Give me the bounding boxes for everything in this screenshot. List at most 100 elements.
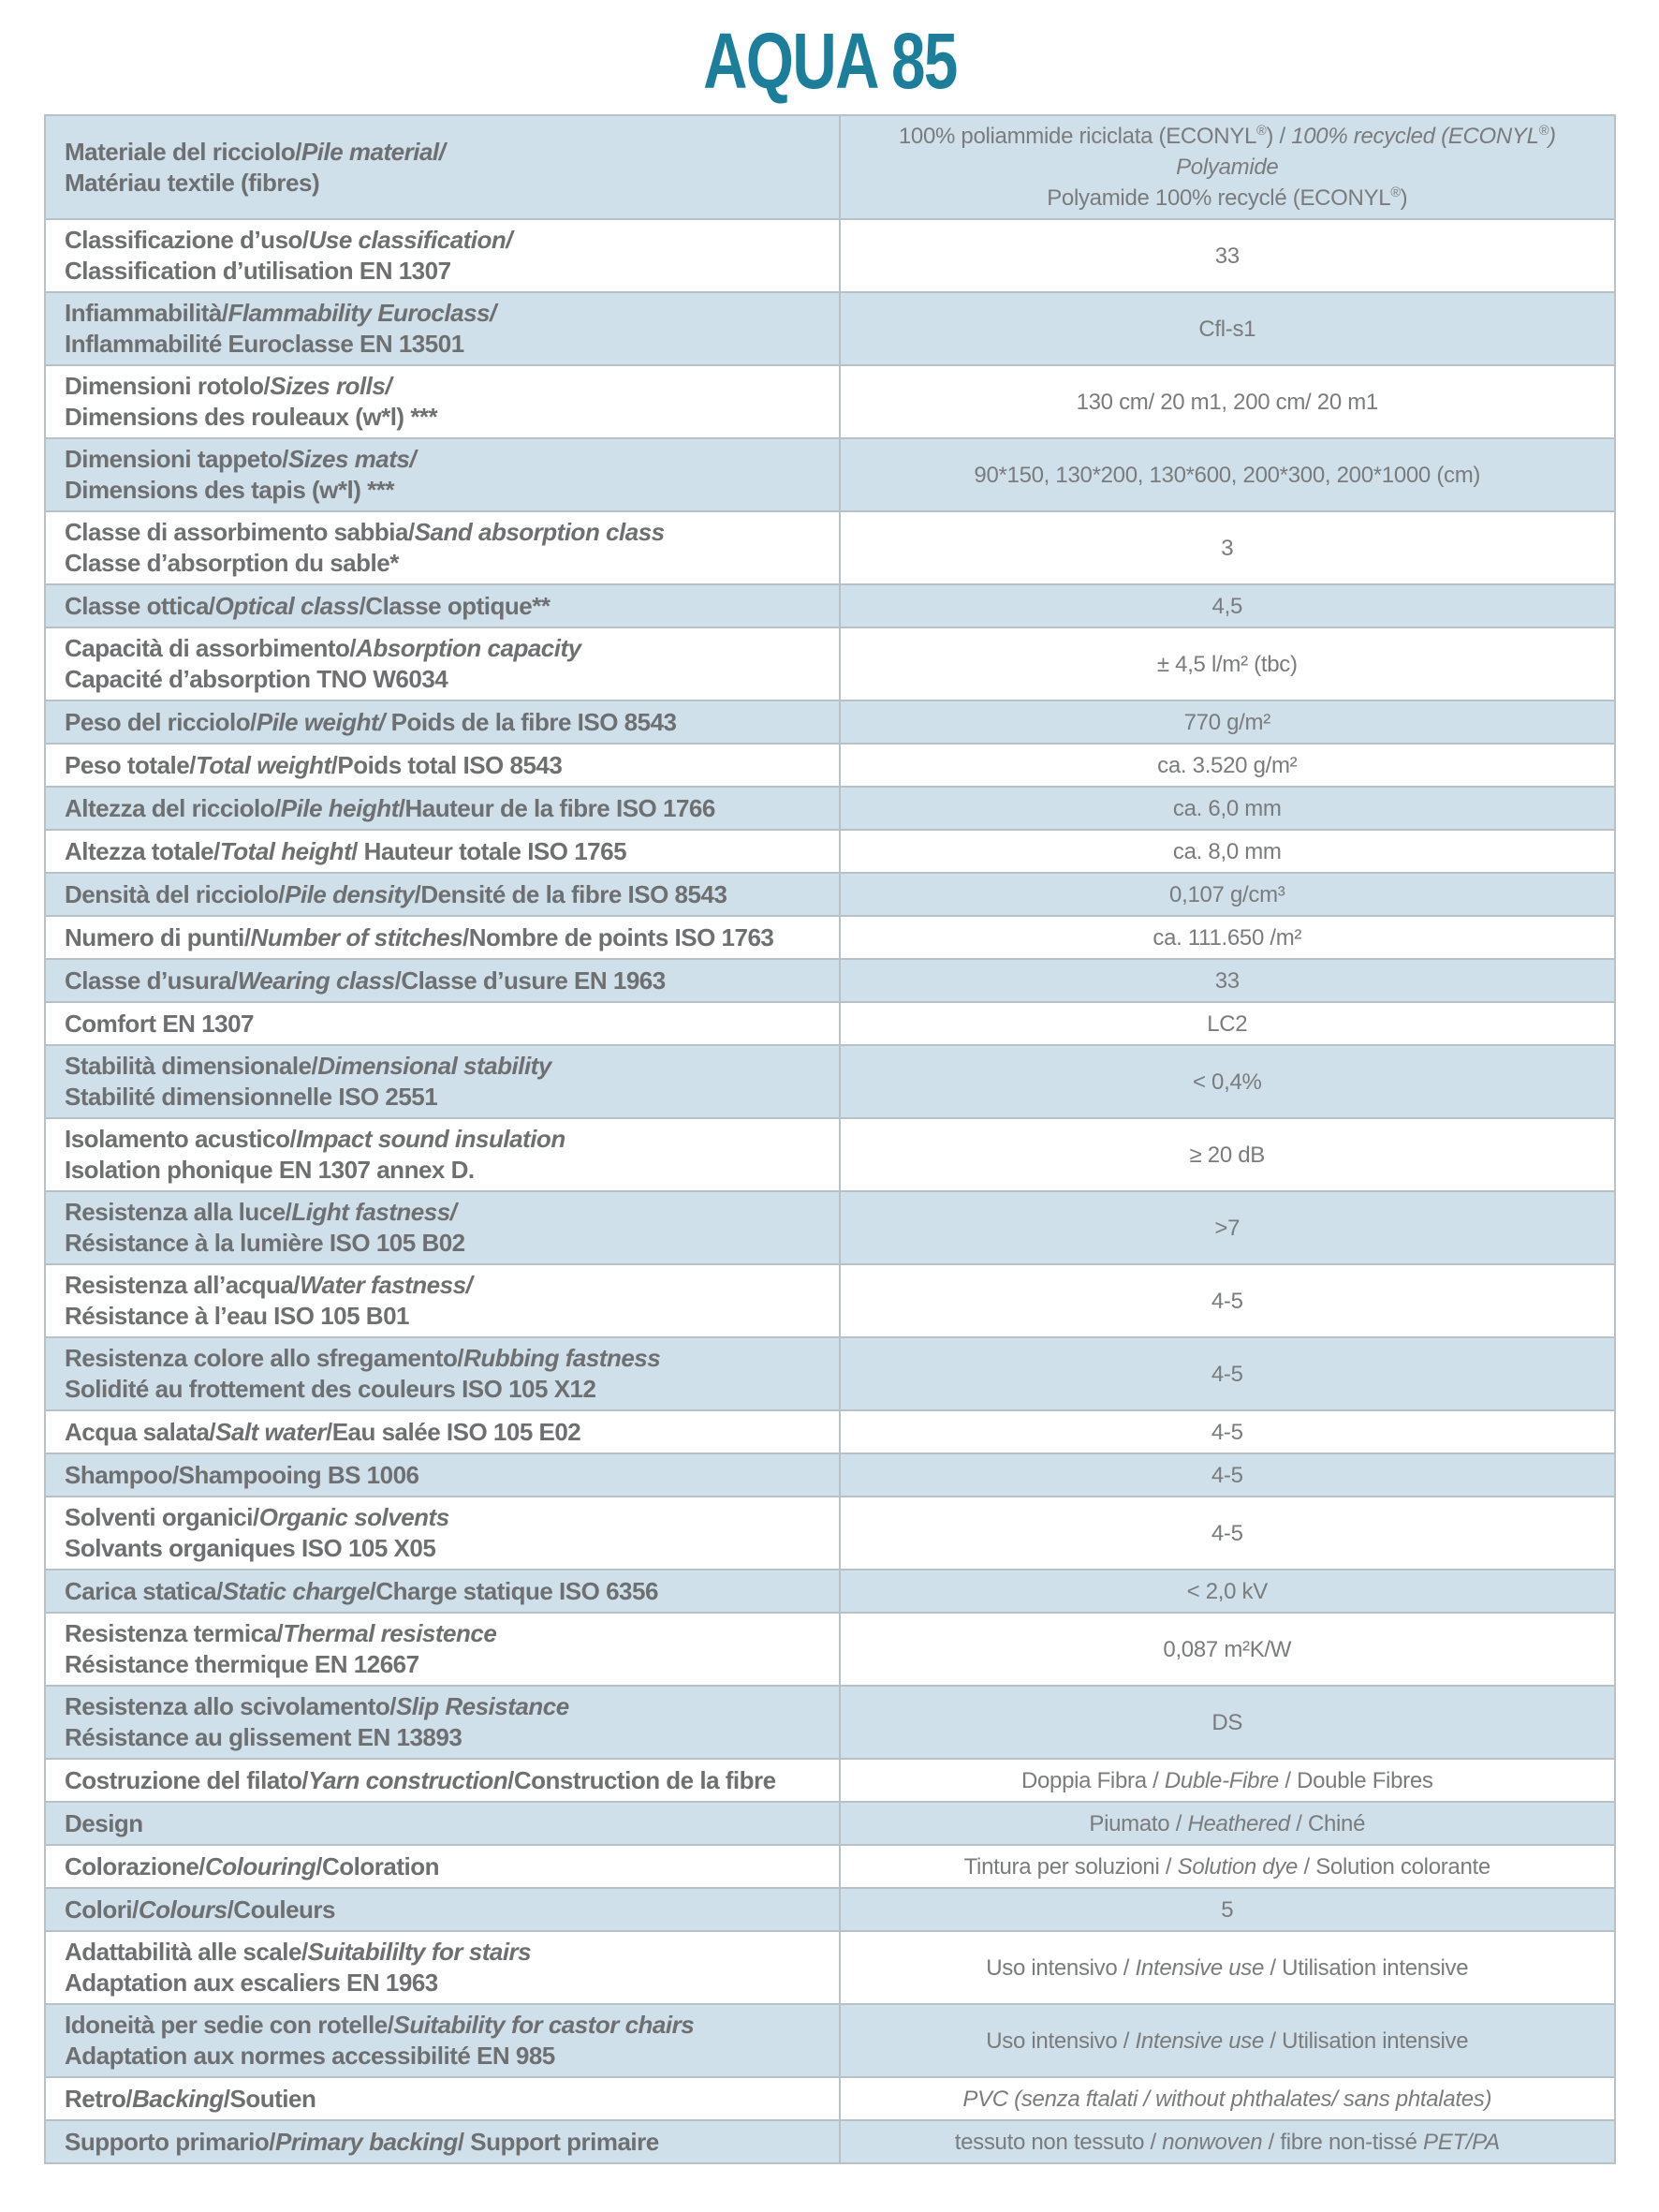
spec-label-cell: Peso totale/Total weight/Poids total ISO… (44, 743, 841, 788)
spec-label-cell-line: Infiammabilità/Flammability Euroclass/ (65, 299, 496, 327)
spec-label-cell-line: Capacité d’absorption TNO W6034 (65, 665, 448, 693)
spec-value-cell: 4,5 (838, 583, 1617, 628)
spec-value-cell: ca. 3.520 g/m² (838, 743, 1617, 788)
spec-label-cell-line: Classe d’absorption du sable* (65, 549, 399, 577)
spec-label-cell: Resistenza alla luce/Light fastness/Rési… (44, 1190, 841, 1265)
table-row: Resistenza allo scivolamento/Slip Resist… (44, 1685, 1617, 1760)
spec-value-cell-line: 4,5 (1211, 593, 1243, 619)
spec-value-cell-line: ca. 6,0 mm (1172, 795, 1282, 821)
spec-value-cell-line: 770 g/m² (1183, 709, 1271, 735)
spec-label-cell-line: Classe d’usura/Wearing class/Classe d’us… (65, 966, 666, 995)
spec-value-cell: tessuto non tessuto / nonwoven / fibre n… (838, 2119, 1617, 2164)
spec-value-cell: 4-5 (838, 1263, 1617, 1338)
table-row: Adattabilità alle scale/Suitabililty for… (44, 1930, 1617, 2005)
spec-label-cell: Resistenza all’acqua/Water fastness/Rési… (44, 1263, 841, 1338)
spec-label-cell: Retro/Backing/Soutien (44, 2076, 841, 2121)
spec-label-cell: Classificazione d’uso/Use classification… (44, 218, 841, 293)
spec-label-cell-line: Costruzione del filato/Yarn construction… (65, 1765, 776, 1794)
spec-label-cell: Colorazione/Colouring/Coloration (44, 1844, 841, 1889)
spec-label-cell-line: Retro/Backing/Soutien (65, 2084, 316, 2113)
spec-value-cell: 0,107 g/cm³ (838, 872, 1617, 917)
table-row: Carica statica/Static charge/Charge stat… (44, 1569, 1617, 1614)
spec-value-cell: Uso intensivo / Intensive use / Utilisat… (838, 1930, 1617, 2005)
spec-label-cell-line: Dimensioni tappeto/Sizes mats/ (65, 445, 417, 473)
spec-label-cell: Dimensioni tappeto/Sizes mats/Dimensions… (44, 437, 841, 512)
spec-value-cell: ca. 111.650 /m² (838, 915, 1617, 960)
spec-label-cell-line: Résistance au glissement EN 13893 (65, 1723, 462, 1751)
spec-label-cell-line: Inflammabilité Euroclasse EN 13501 (65, 330, 464, 358)
spec-label-cell-line: Shampoo/Shampooing BS 1006 (65, 1460, 419, 1489)
spec-value-cell-line: ≥ 20 dB (1189, 1142, 1266, 1168)
spec-label-cell-line: Stabilité dimensionnelle ISO 2551 (65, 1083, 438, 1111)
spec-value-cell: 5 (838, 1887, 1617, 1932)
spec-label-cell: Capacità di assorbimento/Absorption capa… (44, 627, 841, 701)
spec-value-cell-line: 4-5 (1211, 1288, 1243, 1314)
spec-value-cell: PVC (senza ftalati / without phthalates/… (838, 2076, 1617, 2121)
spec-label-cell: Classe d’usura/Wearing class/Classe d’us… (44, 958, 841, 1003)
spec-label-cell: Adattabilità alle scale/Suitabililty for… (44, 1930, 841, 2005)
spec-label-cell-line: Adattabilità alle scale/Suitabililty for… (65, 1938, 532, 1966)
spec-label-cell-line: Peso totale/Total weight/Poids total ISO… (65, 750, 563, 779)
spec-value-cell: 33 (838, 958, 1617, 1003)
spec-label-cell: Solventi organici/Organic solvents Solvan… (44, 1496, 841, 1571)
spec-label-cell: Infiammabilità/Flammability Euroclass/In… (44, 291, 841, 366)
spec-label-cell-line: Design (65, 1808, 143, 1837)
spec-label-cell-line: Dimensioni rotolo/Sizes rolls/ (65, 372, 392, 400)
spec-value-cell-line: PVC (senza ftalati / without phthalates/… (962, 2086, 1492, 2112)
spec-label-cell-line: Resistenza alla luce/Light fastness/ (65, 1198, 457, 1226)
spec-value-cell: ± 4,5 l/m² (tbc) (838, 627, 1617, 701)
spec-label-cell: Dimensioni rotolo/Sizes rolls/Dimensions… (44, 364, 841, 439)
registered-trademark-symbol: ® (1538, 124, 1549, 139)
spec-label-cell-line: Dimensions des tapis (w*l) *** (65, 476, 394, 504)
spec-label-cell: Resistenza termica/Thermal resistence Rés… (44, 1612, 841, 1687)
spec-value-cell: 33 (838, 218, 1617, 293)
spec-value-cell-line: DS (1211, 1709, 1243, 1735)
spec-label-cell: Classe ottica/Optical class/Classe optiq… (44, 583, 841, 628)
registered-trademark-symbol: ® (1390, 185, 1401, 200)
spec-label-cell-line: Classe ottica/Optical class/Classe optiq… (65, 591, 551, 620)
spec-value-cell: 4-5 (838, 1409, 1617, 1454)
spec-label-cell: Stabilità dimensionale/Dimensional stabi… (44, 1044, 841, 1119)
spec-value-cell-line: LC2 (1207, 1010, 1248, 1037)
table-row: Classe di assorbimento sabbia/Sand absor… (44, 510, 1617, 585)
spec-value-cell: Cfl-s1 (838, 291, 1617, 366)
spec-value-cell: 0,087 m²K/W (838, 1612, 1617, 1687)
table-row: Materiale del ricciolo/Pile material/Mat… (44, 114, 1617, 220)
table-row: Isolamento acustico/Impact sound insulat… (44, 1117, 1617, 1192)
spec-value-cell: Tintura per soluzioni / Solution dye / S… (838, 1844, 1617, 1889)
spec-label-cell: Supporto primario/Primary backing/ Suppo… (44, 2119, 841, 2164)
spec-value-cell-line: Polyamide 100% recyclé (ECONYL®) (1047, 185, 1408, 211)
spec-label-cell-line: Resistenza all’acqua/Water fastness/ (65, 1271, 473, 1299)
spec-value-cell-line: 130 cm/ 20 m1, 200 cm/ 20 m1 (1076, 389, 1379, 415)
page-title: AQUA 85 (702, 17, 958, 105)
spec-label-cell-line: Comfort EN 1307 (65, 1009, 255, 1038)
spec-value-cell-line: >7 (1214, 1215, 1241, 1241)
table-row: Classe d’usura/Wearing class/Classe d’us… (44, 958, 1617, 1003)
spec-label-cell: Design (44, 1801, 841, 1846)
table-row: Resistenza all’acqua/Water fastness/Rési… (44, 1263, 1617, 1338)
spec-label-cell-line: Resistenza allo scivolamento/Slip Resist… (65, 1692, 569, 1720)
spec-label-cell-line: Adaptation aux escaliers EN 1963 (65, 1969, 438, 1997)
table-row: Colorazione/Colouring/Coloration Tintura … (44, 1844, 1617, 1889)
spec-value-cell-line: Uso intensivo / Intensive use / Utilisat… (986, 2028, 1469, 2054)
table-row: Peso del ricciolo/Pile weight/ Poids de … (44, 700, 1617, 745)
spec-label-cell: Numero di punti/Number of stitches/Nombr… (44, 915, 841, 960)
spec-value-cell-line: Uso intensivo / Intensive use / Utilisat… (986, 1954, 1469, 1981)
table-row: Altezza del ricciolo/Pile height/Hauteur… (44, 786, 1617, 831)
spec-label-cell: Peso del ricciolo/Pile weight/ Poids de … (44, 700, 841, 745)
spec-value-cell-line: 100% poliammide riciclata (ECONYL®) / 10… (898, 124, 1556, 180)
spec-value-cell-line: tessuto non tessuto / nonwoven / fibre n… (954, 2129, 1500, 2155)
spec-value-cell: 770 g/m² (838, 700, 1617, 745)
table-row: Infiammabilità/Flammability Euroclass/In… (44, 291, 1617, 366)
spec-label-cell-line: Adaptation aux normes accessibilité EN 9… (65, 2042, 555, 2070)
spec-value-cell: < 2,0 kV (838, 1569, 1617, 1614)
table-row: Retro/Backing/Soutien PVC (senza ftalati … (44, 2076, 1617, 2121)
table-row: Classificazione d’uso/Use classification… (44, 218, 1617, 293)
spec-value-cell: 4-5 (838, 1496, 1617, 1571)
spec-label-cell: Costruzione del filato/Yarn construction… (44, 1758, 841, 1803)
spec-label-cell-line: Solventi organici/Organic solvents (65, 1503, 449, 1531)
spec-table-body: Materiale del ricciolo/Pile material/Mat… (44, 114, 1617, 2164)
table-row: Comfort EN 1307 LC2 (44, 1001, 1617, 1046)
spec-label-cell: Densità del ricciolo/Pile density/Densit… (44, 872, 841, 917)
